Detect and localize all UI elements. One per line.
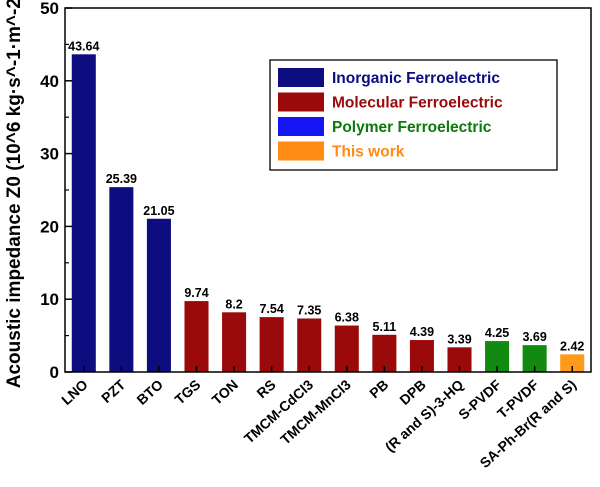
value-label: 5.11 [373,320,397,334]
value-label: 3.69 [522,330,546,344]
x-tick-label: DPB [396,376,429,408]
x-tick-label: RS [253,376,278,401]
x-tick-label: TON [209,376,241,408]
legend-swatch [278,92,324,112]
x-tick-label: PZT [98,376,129,406]
y-tick-label: 20 [40,217,59,236]
legend-entry: This work [332,144,405,161]
value-label: 43.64 [68,39,99,53]
legend-entry: Polymer Ferroelectric [332,119,492,136]
x-tick-label: PB [366,376,391,401]
bar [560,354,585,372]
x-tick-label: BTO [133,376,166,408]
bar [259,317,284,372]
value-label: 21.05 [143,204,174,218]
y-tick-label: 50 [40,0,59,18]
plot-frame [64,7,592,373]
value-label: 4.39 [410,325,434,339]
value-label: 25.39 [106,172,137,186]
value-label: 7.35 [297,303,321,317]
x-tick-label: LNO [58,376,91,408]
bar [372,334,397,372]
value-label: 4.25 [485,326,509,340]
bar [297,318,322,372]
legend-entry: Molecular Ferroelectric [332,95,503,112]
legend-swatch [278,117,324,136]
y-axis-label: Acoustic impedance Z0 (10^6 kg·s^-1·m^-2… [4,0,25,388]
legend: Inorganic Ferroelectric Molecular Ferroel… [269,59,558,171]
x-tick-label: S-PVDF [455,376,504,423]
value-label: 8.2 [225,297,242,311]
y-tick-label: 0 [50,363,59,382]
legend-swatch [278,68,324,87]
value-label: 3.39 [447,332,471,346]
value-label: 9.74 [184,286,208,300]
bar [71,54,96,372]
x-tick-label: TGS [171,376,203,407]
value-label: 6.38 [335,311,359,325]
legend-entry: Inorganic Ferroelectric [332,70,500,87]
bar [109,187,134,372]
bar [222,312,247,372]
bar [146,218,171,372]
y-tick-label: 10 [40,290,59,309]
value-label: 2.42 [560,339,584,353]
y-tick-label: 40 [40,72,59,91]
value-label: 7.54 [259,302,283,316]
bar [334,325,359,372]
y-tick-label: 30 [40,145,59,164]
legend-swatch [278,141,324,161]
bar [184,301,209,372]
